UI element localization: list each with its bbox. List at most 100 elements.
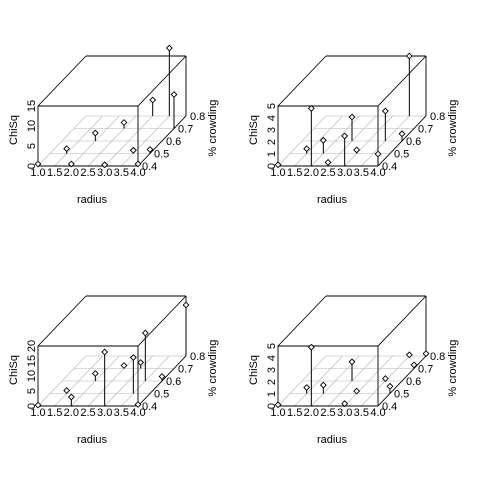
x-tick-label: 1.0	[270, 167, 285, 179]
data-point	[353, 387, 361, 395]
z-tick-label: 2	[266, 379, 278, 385]
data-point	[319, 136, 327, 144]
z-axis-label: ChiSq	[8, 355, 20, 385]
x-tick-label: 2.5	[320, 407, 335, 419]
data-point	[120, 119, 128, 126]
z-tick-label: 4	[266, 355, 278, 361]
z-tick-label: 5	[26, 388, 38, 394]
data-point	[303, 145, 311, 153]
box-edge	[137, 115, 187, 167]
y-tick-label: 0.5	[394, 389, 409, 401]
y-axis-label: % crowding	[207, 100, 219, 157]
z-axis-label: ChiSq	[248, 115, 260, 145]
data-point	[410, 361, 418, 369]
z-tick-label: 15	[26, 355, 38, 367]
data-point	[341, 132, 349, 140]
z-tick-label: 0	[266, 403, 278, 409]
x-tick-label: 1.5	[47, 167, 62, 179]
x-tick-label: 2.0	[64, 167, 79, 179]
y-tick-label: 0.7	[178, 124, 193, 136]
x-tick-label: 1.0	[270, 407, 285, 419]
y-tick-label: 0.4	[142, 401, 157, 413]
z-tick-label: 1	[266, 151, 278, 157]
x-tick-label: 3.5	[354, 407, 369, 419]
x-axis-label: radius	[317, 194, 347, 206]
y-tick-label: 0.5	[154, 389, 169, 401]
data-point	[165, 44, 173, 52]
y-tick-label: 0.4	[142, 161, 157, 173]
data-point	[274, 161, 282, 169]
data-point	[91, 129, 99, 137]
y-tick-label: 0.6	[166, 376, 181, 388]
x-tick-label: 3.0	[97, 167, 112, 179]
z-tick-label: 10	[26, 370, 38, 382]
z-tick-label: 15	[26, 100, 38, 112]
x-tick-label: 2.0	[64, 407, 79, 419]
data-point	[101, 348, 109, 356]
y-tick-label: 0.5	[394, 149, 409, 161]
data-point	[303, 384, 311, 391]
z-axis-label: ChiSq	[8, 115, 20, 145]
x-tick-label: 1.5	[287, 407, 302, 419]
z-tick-label: 5	[266, 103, 278, 109]
data-point	[341, 400, 349, 408]
data-point	[374, 150, 382, 158]
z-tick-label: 5	[266, 343, 278, 349]
data-point	[67, 160, 75, 168]
z-tick-label: 4	[266, 115, 278, 121]
x-tick-label: 4.0	[370, 167, 385, 179]
x-tick-label: 2.5	[320, 167, 335, 179]
data-point	[129, 354, 137, 361]
data-point	[324, 158, 332, 166]
data-point	[137, 359, 145, 366]
data-point	[348, 358, 356, 366]
y-tick-label: 0.7	[418, 124, 433, 136]
z-axis-label: ChiSq	[248, 355, 260, 385]
z-tick-label: 3	[266, 127, 278, 133]
x-axis-label: radius	[77, 194, 107, 206]
x-tick-label: 4.0	[370, 407, 385, 419]
box-edge	[37, 295, 87, 347]
chart-panel-top-right: 1.0 1.5 2.0 2.5 3.0 3.5 4.00.40.50.60.70.8 0 1 2 3…	[248, 52, 459, 206]
box-edge	[37, 55, 87, 107]
box-edge	[277, 295, 327, 347]
x-tick-label: 1.0	[30, 407, 45, 419]
data-point	[67, 393, 75, 401]
x-axis-label: radius	[77, 434, 107, 446]
data-point	[307, 104, 315, 112]
y-tick-label: 0.7	[178, 364, 193, 376]
data-point	[149, 96, 157, 104]
chart-panel-top-left: 1.0 1.5 2.0 2.5 3.0 3.5 4.00.40.50.60.70.8 0 5 10…	[8, 44, 219, 206]
z-tick-label: 0	[26, 163, 38, 169]
data-point	[274, 401, 282, 409]
data-point	[182, 301, 190, 309]
data-point	[120, 362, 128, 369]
data-point	[386, 382, 394, 390]
data-point	[422, 350, 430, 358]
x-tick-label: 3.5	[354, 167, 369, 179]
x-tick-label: 3.5	[114, 407, 129, 419]
y-tick-label: 0.8	[190, 111, 205, 123]
data-point	[381, 107, 389, 115]
x-tick-label: 2.5	[80, 167, 95, 179]
chart-panel-bottom-right: 1.0 1.5 2.0 2.5 3.0 3.5 4.00.40.50.60.70.8 0 1 2 3…	[248, 295, 459, 446]
data-point	[129, 146, 137, 154]
y-tick-label: 0.4	[382, 161, 397, 173]
y-tick-label: 0.6	[406, 376, 421, 388]
data-point	[405, 52, 413, 60]
z-tick-label: 1	[266, 391, 278, 397]
y-tick-label: 0.8	[190, 351, 205, 363]
box-edge	[377, 295, 427, 347]
y-tick-label: 0.8	[430, 351, 445, 363]
data-point	[381, 375, 389, 383]
x-tick-label: 3.0	[337, 407, 352, 419]
z-tick-label: 2	[266, 139, 278, 145]
box-edge	[137, 55, 187, 107]
z-tick-label: 0	[26, 403, 38, 409]
z-tick-label: 5	[26, 143, 38, 149]
x-axis-label: radius	[317, 434, 347, 446]
x-tick-label: 2.0	[304, 167, 319, 179]
z-tick-label: 10	[26, 120, 38, 132]
box-edge	[277, 55, 327, 107]
